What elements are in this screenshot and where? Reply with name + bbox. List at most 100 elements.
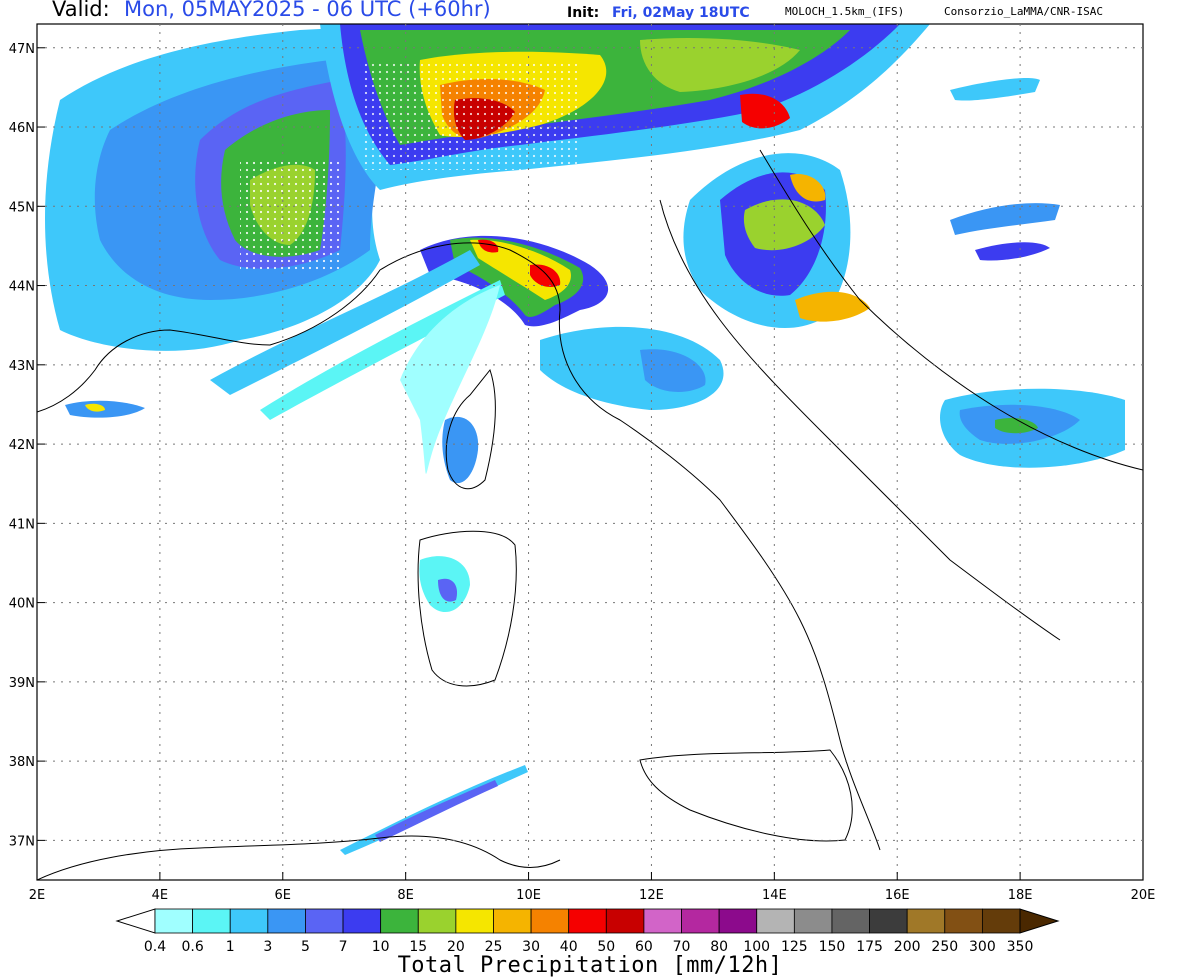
model-name: MOLOCH_1.5km_(IFS) — [785, 5, 905, 18]
colorbar-label: 7 — [339, 939, 348, 955]
precip-area-alps-east-yellow — [640, 38, 800, 92]
precip-area-dalmatia — [795, 291, 870, 322]
coast-sardinia — [417, 530, 517, 687]
colorbar-swatch — [869, 908, 908, 934]
lon-tick-label: 18E — [1008, 888, 1033, 903]
colorbar-swatch — [267, 908, 306, 934]
precip-streak-corsica — [400, 285, 500, 474]
colorbar-label: 0.4 — [144, 939, 166, 955]
colorbar-label: 150 — [819, 939, 846, 955]
colorbar-swatch — [568, 908, 607, 934]
precip-hatch-central — [360, 60, 580, 170]
colorbar-over-arrow — [1019, 908, 1060, 934]
colorbar-label: 1 — [226, 939, 235, 955]
coast-africa — [37, 835, 561, 880]
lat-tick-label: 41N — [9, 517, 35, 532]
lat-tick-label: 47N — [9, 42, 35, 57]
colorbar-label: 60 — [635, 939, 653, 955]
coast-italy-west — [558, 309, 881, 851]
precip-area-balearic-yellow — [85, 403, 105, 412]
precip-area-istria-green — [743, 199, 825, 251]
colorbar-label: 300 — [969, 939, 996, 955]
precip-streak-ne — [950, 78, 1040, 101]
colorbar-label: 80 — [710, 939, 728, 955]
precip-area-istria-orange — [790, 174, 826, 202]
axis-ticks: 2E 4E 6E 8E 10E 12E 14E 16E 18E 20E 37N 38N 39N 40N 41… — [9, 42, 1156, 903]
institution-credit: Consorzio_LaMMA/CNR-ISAC — [944, 5, 1103, 18]
map-frame — [36, 23, 1144, 881]
coastlines — [37, 149, 1143, 880]
colorbar-label: 250 — [931, 939, 958, 955]
colorbar: 0.4 0.6 1 3 5 7 10 15 20 25 30 40 50 60 70 80 100 125 150 1… — [115, 908, 1060, 955]
colorbar-swatch — [643, 908, 682, 934]
colorbar-label: 0.6 — [181, 939, 203, 955]
lon-tick-label: 12E — [639, 888, 664, 903]
colorbar-label: 30 — [522, 939, 540, 955]
colorbar-swatch — [605, 908, 645, 934]
precip-area-sardinia-blue — [438, 578, 458, 602]
precip-area-alps-east-hotspot — [740, 93, 790, 129]
colorbar-label: 125 — [781, 939, 808, 955]
init-time: Fri, 02May 18UTC — [612, 5, 750, 21]
colorbar-swatch — [756, 908, 795, 934]
colorbar-label: 50 — [597, 939, 615, 955]
precip-area-umbria-blue — [640, 349, 706, 392]
lon-tick-label: 4E — [152, 888, 169, 903]
coast-italy-east — [659, 199, 1061, 641]
lat-tick-label: 43N — [9, 359, 35, 374]
precip-streak-serbia — [975, 242, 1050, 261]
precip-streak-west — [210, 250, 480, 395]
lon-tick-label: 10E — [516, 888, 541, 903]
colorbar-under-arrow — [115, 908, 156, 934]
precip-hatch-west — [240, 160, 340, 270]
precip-streak-center — [260, 280, 505, 420]
colorbar-title: Total Precipitation [mm/12h] — [397, 953, 783, 978]
colorbar-swatch — [681, 908, 720, 934]
colorbar-label: 20 — [447, 939, 465, 955]
valid-time: Mon, 05MAY2025 - 06 UTC (+60hr) — [124, 0, 491, 21]
lon-tick-label: 16E — [885, 888, 910, 903]
colorbar-swatch — [793, 908, 833, 934]
colorbar-label: 350 — [1007, 939, 1034, 955]
lat-tick-label: 45N — [9, 200, 35, 215]
graticule — [37, 24, 1143, 880]
lon-tick-label: 20E — [1131, 888, 1156, 903]
valid-label: Valid: — [52, 0, 110, 21]
lat-tick-label: 40N — [9, 597, 35, 612]
coast-sicily — [639, 749, 853, 842]
colorbar-swatch — [493, 908, 532, 934]
colorbar-swatch — [229, 908, 269, 934]
colorbar-swatch — [530, 908, 570, 934]
lat-tick-label: 39N — [9, 676, 35, 691]
colorbar-swatch — [154, 908, 194, 934]
precip-streak-south-core — [375, 780, 498, 842]
colorbar-swatch — [831, 908, 870, 934]
precip-area-tuscany-red — [530, 264, 561, 287]
precip-area-balearic — [65, 400, 145, 418]
precip-area-liguria-red — [478, 239, 499, 253]
colorbar-label: 100 — [743, 939, 770, 955]
colorbar-swatch — [305, 908, 344, 934]
precipitation-field — [45, 24, 1125, 855]
precip-area-balkans-green — [995, 417, 1038, 434]
lon-tick-label: 6E — [275, 888, 292, 903]
coast-france-liguria — [37, 242, 561, 413]
colorbar-swatch — [944, 908, 983, 934]
colorbar-label: 10 — [372, 939, 390, 955]
colorbar-swatch — [417, 908, 457, 934]
colorbar-label: 40 — [560, 939, 578, 955]
lon-tick-label: 2E — [29, 888, 46, 903]
coast-corsica — [445, 368, 496, 490]
colorbar-label: 175 — [856, 939, 883, 955]
colorbar-swatch — [718, 908, 758, 934]
lat-tick-label: 44N — [9, 280, 35, 295]
colorbar-label: 70 — [673, 939, 691, 955]
precip-streak-bosnia — [950, 203, 1060, 235]
lat-tick-label: 46N — [9, 121, 35, 136]
lat-tick-label: 38N — [9, 755, 35, 770]
colorbar-swatch — [192, 908, 231, 934]
colorbar-swatch — [906, 908, 946, 934]
colorbar-label: 15 — [409, 939, 427, 955]
precip-area-corsica — [442, 416, 479, 484]
